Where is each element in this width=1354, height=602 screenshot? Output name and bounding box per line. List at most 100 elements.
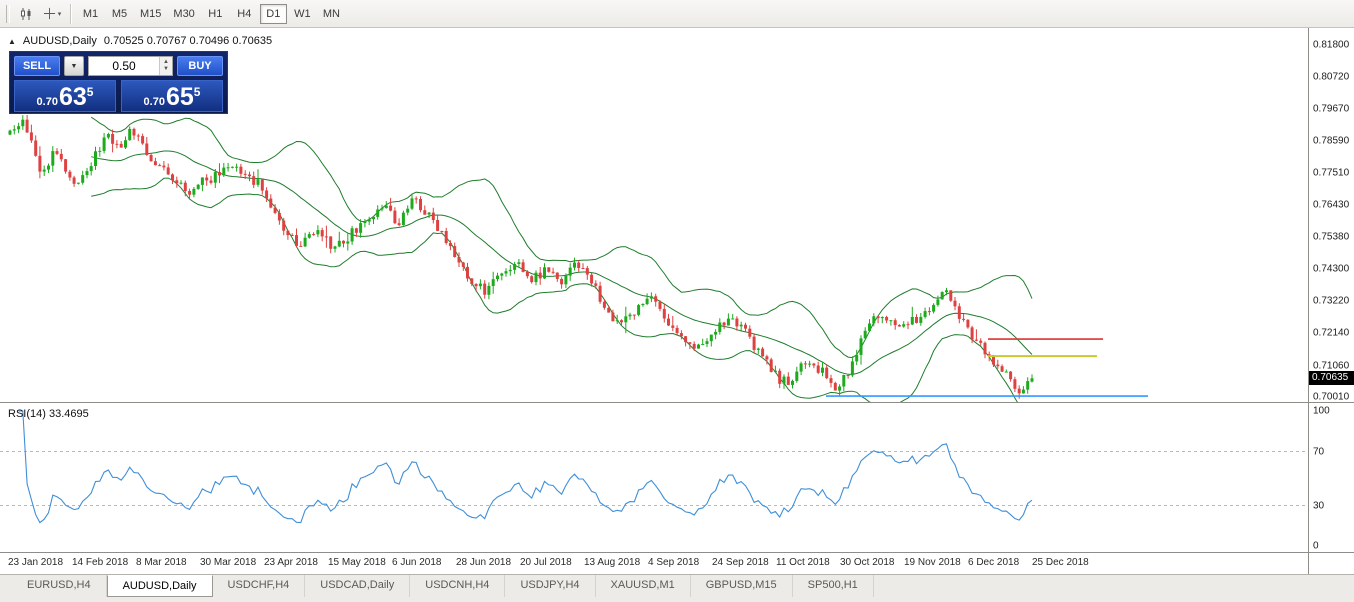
timeframe-button-d1[interactable]: D1 <box>259 3 287 24</box>
chart-tab-gbpusd-m15[interactable]: GBPUSD,M15 <box>691 575 793 597</box>
rsi-scale-label: 30 <box>1313 500 1325 511</box>
timeframe-button-w1[interactable]: W1 <box>289 4 316 24</box>
buy-price-pips: 65 <box>165 83 194 111</box>
price-scale-label: 0.77510 <box>1313 167 1350 179</box>
chart-tab-eurusd-h4[interactable]: EURUSD,H4 <box>12 575 107 597</box>
date-axis-label: 30 Oct 2018 <box>840 557 895 568</box>
candlestick-chart-type-icon[interactable] <box>13 3 39 25</box>
sell-price-pips: 63 <box>58 83 87 111</box>
date-axis-label: 23 Jan 2018 <box>8 557 64 568</box>
buy-price-point: 5 <box>193 85 201 99</box>
price-scale-label: 0.74300 <box>1313 263 1350 275</box>
date-axis-label: 15 May 2018 <box>328 557 386 568</box>
price-scale[interactable]: 0.81800 0.80720 0.79670 0.78590 0.77510 0.764… <box>1309 28 1354 403</box>
date-axis-label: 14 Feb 2018 <box>72 557 129 568</box>
volume-spinner[interactable]: ▲ ▼ <box>159 57 172 75</box>
date-axis-label: 30 Mar 2018 <box>200 557 257 568</box>
price-scale-label: 0.72140 <box>1313 327 1350 339</box>
price-scale-label: 0.81800 <box>1313 39 1350 51</box>
one-click-panel-toggle-icon[interactable]: ▲ <box>8 36 16 46</box>
up-candle-bodies <box>8 119 1034 394</box>
chart-tab-bar: EURUSD,H4 AUDUSD,Daily USDCHF,H4 USDCAD,Dai… <box>0 574 1354 602</box>
rsi-panel[interactable]: RSI(14) 33.4695 100 70 30 0 <box>0 402 1354 552</box>
timeframe-button-m5[interactable]: M5 <box>106 4 133 24</box>
rsi-line <box>18 410 1033 524</box>
date-axis-label: 28 Jun 2018 <box>456 557 512 568</box>
price-scale-label: 0.70010 <box>1313 391 1350 403</box>
down-candle-wicks <box>26 115 1020 399</box>
chart-tab-sp500-h1[interactable]: SP500,H1 <box>793 575 874 597</box>
sell-price-point: 5 <box>86 85 94 99</box>
crosshair-tool-dropdown[interactable]: ▾ <box>39 3 65 25</box>
up-candle-wicks <box>9 115 1033 396</box>
price-scale-label: 0.78590 <box>1313 135 1350 147</box>
chart-tab-usdcad-daily[interactable]: USDCAD,Daily <box>305 575 411 597</box>
sell-price-display[interactable]: 0.70 63 5 <box>14 80 116 112</box>
one-click-trading-panel: SELL ▼ 0.50 ▲ ▼ BUY 0.70 63 5 <box>9 51 228 114</box>
date-axis-label: 20 Jul 2018 <box>520 557 572 568</box>
price-scale-label: 0.71060 <box>1313 360 1350 372</box>
rsi-scale-label: 0 <box>1313 540 1319 552</box>
price-scale-label: 0.79670 <box>1313 103 1350 115</box>
chart-symbol-label: AUDUSD,Daily <box>22 35 97 47</box>
chart-title: ▲ AUDUSD,Daily 0.70525 0.70767 0.70496 0… <box>8 35 272 47</box>
down-candle-bodies <box>25 119 1021 394</box>
buy-button[interactable]: BUY <box>177 56 223 76</box>
rsi-scale-label: 100 <box>1313 405 1330 417</box>
chart-tab-usdchf-h4[interactable]: USDCHF,H4 <box>213 575 306 597</box>
price-scale-label: 0.73220 <box>1313 295 1350 307</box>
toolbar-separator <box>70 3 71 24</box>
price-chart-svg[interactable] <box>0 28 1354 402</box>
date-axis-label: 8 Mar 2018 <box>136 557 187 568</box>
timeframe-button-m1[interactable]: M1 <box>77 4 104 24</box>
timeframe-button-h4[interactable]: H4 <box>231 4 258 24</box>
date-axis-label: 11 Oct 2018 <box>776 557 830 568</box>
current-price-badge: 0.70635 <box>1309 371 1354 386</box>
timeframe-button-m15[interactable]: M15 <box>135 4 166 24</box>
date-axis-label: 4 Sep 2018 <box>648 557 700 568</box>
timeframe-button-m30[interactable]: M30 <box>168 4 199 24</box>
chart-ohlc-values: 0.70525 0.70767 0.70496 0.70635 <box>103 35 273 47</box>
main-chart-area[interactable]: ▲ AUDUSD,Daily 0.70525 0.70767 0.70496 0… <box>0 28 1354 403</box>
date-axis-label: 13 Aug 2018 <box>584 557 641 568</box>
date-axis-label: 6 Dec 2018 <box>968 557 1020 568</box>
date-axis-label: 6 Jun 2018 <box>392 557 442 568</box>
trade-panel-prices-row: 0.70 63 5 0.70 65 5 <box>14 80 223 112</box>
timeframe-button-mn[interactable]: MN <box>318 4 345 24</box>
date-axis-label: 24 Sep 2018 <box>712 557 769 568</box>
price-scale-label: 0.76430 <box>1313 199 1350 211</box>
chart-tab-usdjpy-h4[interactable]: USDJPY,H4 <box>505 575 596 597</box>
chart-tab-audusd-daily[interactable]: AUDUSD,Daily <box>106 575 213 597</box>
date-axis-label: 19 Nov 2018 <box>904 557 961 568</box>
timeframe-button-h1[interactable]: H1 <box>202 4 229 24</box>
chart-tab-xauusd-m1[interactable]: XAUUSD,M1 <box>596 575 691 597</box>
volume-dropdown-button[interactable]: ▼ <box>64 56 84 76</box>
volume-value[interactable]: 0.50 <box>112 59 136 73</box>
rsi-indicator-label: RSI(14) 33.4695 <box>8 408 89 420</box>
price-scale-divider <box>1308 28 1309 574</box>
timeframes-toolbar: ▾ M1 M5 M15 M30 H1 H4 D1 W1 MN <box>0 0 1354 28</box>
buy-price-display[interactable]: 0.70 65 5 <box>121 80 223 112</box>
timeframe-button-group: M1 M5 M15 M30 H1 H4 D1 W1 MN <box>76 3 346 24</box>
buy-price-prefix: 0.70 <box>143 96 165 108</box>
crosshair-icon <box>43 7 55 20</box>
spinner-up-icon[interactable]: ▲ <box>163 59 169 65</box>
chart-tab-usdcnh-h4[interactable]: USDCNH,H4 <box>410 575 506 597</box>
chevron-down-icon: ▾ <box>57 10 62 18</box>
date-axis[interactable]: 23 Jan 2018 14 Feb 2018 8 Mar 2018 30 Mar 2… <box>0 552 1354 574</box>
spinner-down-icon[interactable]: ▼ <box>163 66 169 72</box>
date-axis-label: 23 Apr 2018 <box>264 557 318 568</box>
date-axis-label: 25 Dec 2018 <box>1032 557 1089 568</box>
bollinger-bands <box>90 116 1033 402</box>
trade-panel-controls-row: SELL ▼ 0.50 ▲ ▼ BUY <box>14 55 223 77</box>
price-scale-label: 0.75380 <box>1313 231 1350 243</box>
rsi-chart-svg[interactable] <box>0 403 1354 553</box>
candlestick-glyph <box>21 7 31 20</box>
sell-button[interactable]: SELL <box>14 56 60 76</box>
price-scale-label: 0.80720 <box>1313 71 1350 83</box>
volume-field[interactable]: 0.50 ▲ ▼ <box>88 56 173 76</box>
sell-price-prefix: 0.70 <box>36 96 58 108</box>
toolbar-grip[interactable] <box>6 4 10 23</box>
rsi-scale-label: 70 <box>1313 446 1325 457</box>
